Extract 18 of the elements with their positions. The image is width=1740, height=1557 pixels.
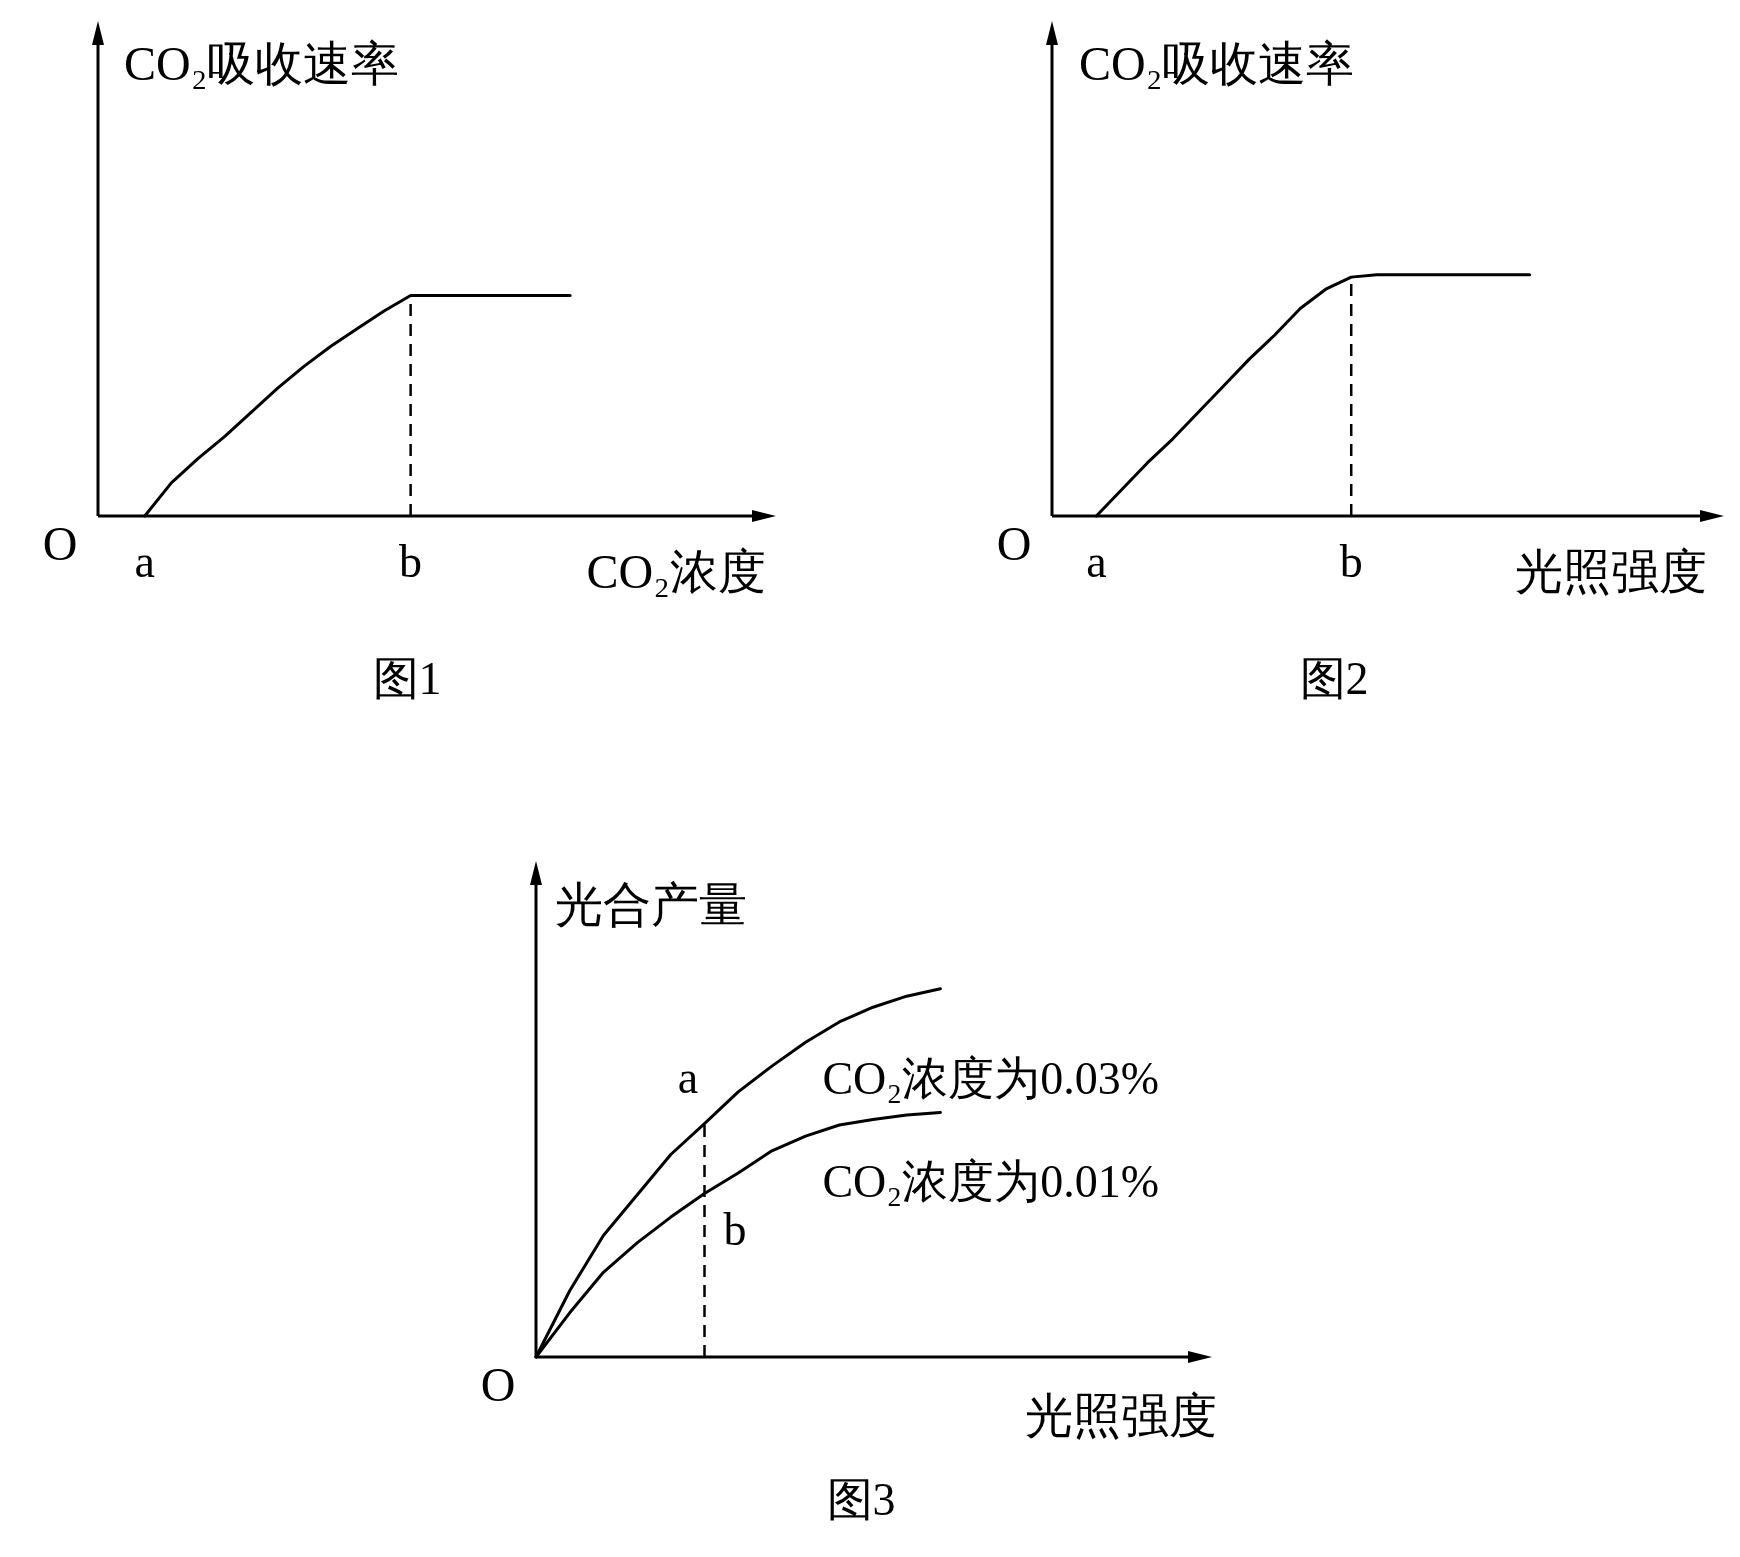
xlabel: CO₂浓度	[586, 545, 766, 598]
xlabel: 光照强度	[1515, 545, 1707, 598]
annotation: O	[480, 1358, 516, 1411]
x-tick: b	[399, 536, 423, 587]
annotation: O	[42, 517, 78, 570]
ylabel: 光合产量	[555, 878, 747, 931]
title: 图1	[372, 653, 442, 704]
annotation: a	[677, 1052, 699, 1103]
x-tick: b	[1339, 536, 1363, 587]
title: 图3	[826, 1474, 896, 1525]
xlabel: 光照强度	[1025, 1389, 1217, 1442]
annotation: b	[723, 1204, 747, 1255]
x-tick: a	[1086, 536, 1107, 587]
annotation: O	[996, 517, 1032, 570]
ylabel: CO₂吸收速率	[1079, 37, 1355, 90]
title: 图2	[1299, 653, 1369, 704]
x-tick: a	[134, 536, 155, 587]
ylabel: CO₂吸收速率	[124, 37, 400, 90]
